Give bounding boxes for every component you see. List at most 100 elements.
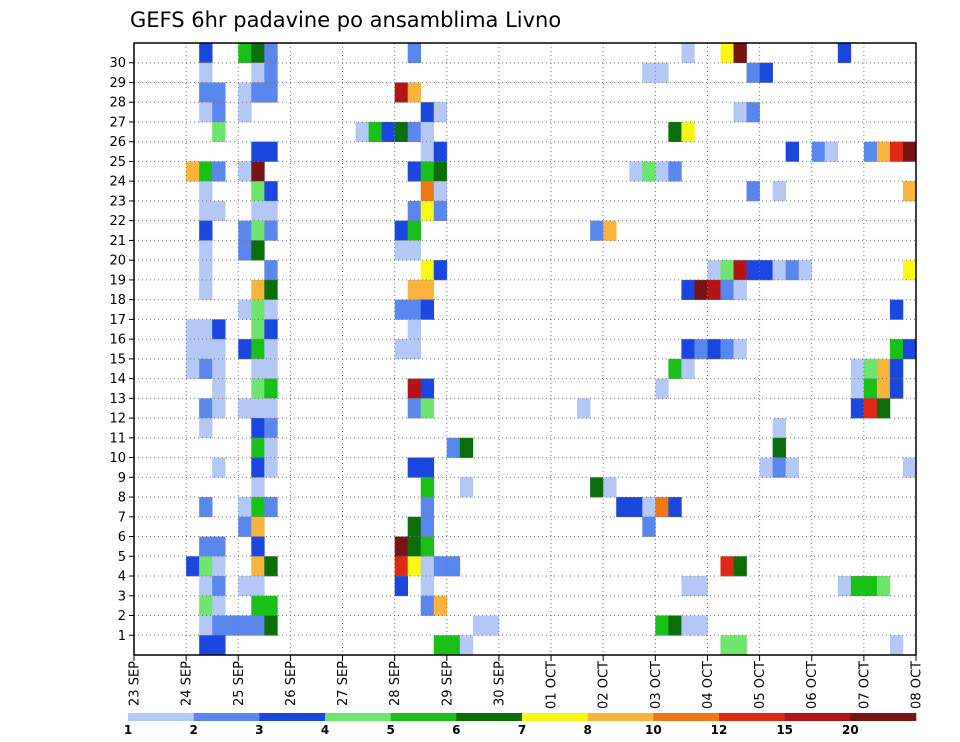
legend-label: 7	[518, 723, 526, 737]
x-tick-label: 01 OCT	[545, 661, 560, 709]
heatmap-cell	[902, 141, 917, 162]
x-tick-label: 24 SEP	[180, 661, 195, 706]
heatmap-cell	[212, 576, 226, 597]
heatmap-cell	[811, 141, 826, 162]
heatmap-cell	[407, 82, 422, 103]
heatmap-cell	[850, 358, 865, 379]
heatmap-cell	[577, 398, 591, 419]
heatmap-cell	[251, 220, 265, 241]
heatmap-cell	[407, 43, 422, 64]
heatmap-cell	[186, 556, 200, 577]
heatmap-cell	[212, 319, 226, 340]
color-legend: 1 2 3 4 5 6 7 8 10 12 15 20	[124, 713, 917, 737]
heatmap-cell	[199, 595, 213, 616]
heatmap-cell	[707, 260, 721, 281]
legend-swatch	[325, 713, 391, 721]
heatmap-cell	[407, 378, 422, 399]
heatmap-cell	[251, 82, 265, 103]
heatmap-cell	[889, 299, 904, 320]
heatmap-cell	[394, 240, 408, 261]
y-tick-label: 28	[109, 96, 126, 111]
y-tick-label: 27	[109, 115, 126, 130]
heatmap-cell	[238, 240, 252, 261]
heatmap-cell	[837, 576, 852, 597]
heatmap-cell	[251, 339, 265, 360]
heatmap-cell	[681, 358, 695, 379]
x-tick-label: 29 SEP	[440, 661, 455, 706]
heatmap-cell	[759, 457, 773, 478]
heatmap-cell	[199, 497, 213, 518]
y-tick-label: 3	[118, 589, 126, 604]
heatmap-cell	[889, 358, 904, 379]
heatmap-cell	[264, 378, 278, 399]
heatmap-cell	[212, 161, 226, 182]
heatmap-cell	[889, 378, 904, 399]
heatmap-cell	[746, 260, 760, 281]
heatmap-cell	[407, 339, 422, 360]
y-tick-label: 10	[109, 451, 126, 466]
heatmap-cell	[251, 181, 265, 202]
heatmap-cell	[629, 161, 643, 182]
heatmap-cell	[694, 615, 708, 636]
heatmap-cell	[264, 260, 278, 281]
heatmap-cell	[746, 102, 760, 123]
heatmap-cell	[264, 615, 278, 636]
heatmap-cell	[251, 477, 265, 498]
heatmap-cell	[472, 615, 487, 636]
heatmap-cell	[264, 595, 278, 616]
heatmap-cell	[759, 260, 773, 281]
heatmap-cell	[251, 595, 265, 616]
heatmap-cell	[407, 161, 422, 182]
heatmap-cell	[264, 220, 278, 241]
heatmap-cell	[837, 43, 852, 64]
heatmap-cell	[798, 260, 813, 281]
heatmap-cell	[407, 398, 422, 419]
heatmap-cell	[251, 576, 265, 597]
heatmap-cell	[264, 141, 278, 162]
y-tick-label: 30	[109, 56, 126, 71]
heatmap-cell	[876, 398, 891, 419]
heatmap-cell	[186, 319, 200, 340]
heatmap-cell	[199, 62, 213, 83]
heatmap-cell	[238, 398, 252, 419]
heatmap-cell	[733, 635, 747, 656]
legend-label: 2	[189, 723, 197, 737]
heatmap-cell	[746, 62, 760, 83]
heatmap-cell	[433, 260, 448, 281]
heatmap-cell	[902, 457, 917, 478]
heatmap-cell	[889, 339, 904, 360]
heatmap-cell	[850, 378, 865, 399]
heatmap-cell	[238, 220, 252, 241]
heatmap-cell	[355, 121, 369, 143]
heatmap-cell	[616, 497, 630, 518]
heatmap-cell	[251, 62, 265, 83]
legend-swatch	[390, 713, 457, 721]
heatmap-cell	[264, 181, 278, 202]
heatmap-cell	[199, 339, 213, 360]
heatmap-cell	[668, 497, 682, 518]
y-tick-label: 13	[109, 392, 126, 407]
heatmap-cell	[642, 516, 656, 537]
y-tick-label: 2	[118, 609, 126, 624]
y-tick-label: 9	[118, 471, 126, 486]
heatmap-cell	[707, 339, 721, 360]
heatmap-cell	[863, 378, 878, 399]
x-tick-label: 26 SEP	[284, 661, 299, 706]
heatmap-cell	[668, 121, 682, 143]
heatmap-cell	[655, 615, 669, 636]
heatmap-cell	[433, 595, 448, 616]
heatmap-cell	[655, 161, 669, 182]
heatmap-cell	[251, 299, 265, 320]
heatmap-cell	[212, 339, 226, 360]
heatmap-cell	[681, 121, 695, 143]
heatmap-cell	[238, 299, 252, 320]
heatmap-cell	[407, 299, 422, 320]
heatmap-cell	[199, 576, 213, 597]
heatmap-cell	[824, 141, 839, 162]
heatmap-cell	[642, 497, 656, 518]
heatmap-cell	[433, 181, 448, 202]
heatmap-cell	[459, 477, 474, 498]
heatmap-cell	[433, 102, 448, 123]
heatmap-cell	[420, 121, 435, 143]
heatmap-cell	[733, 556, 747, 577]
